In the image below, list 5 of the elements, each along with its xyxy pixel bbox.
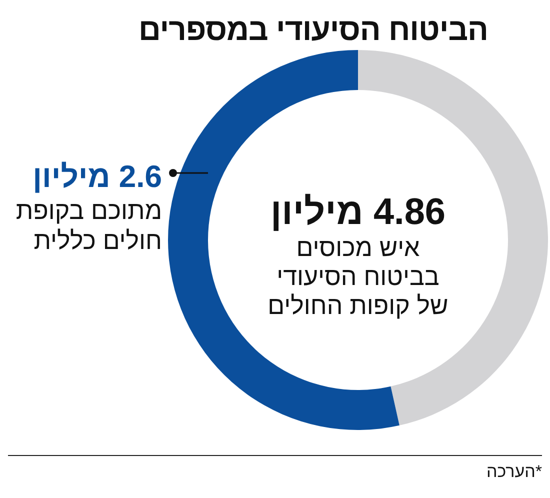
text: 4.86 מיליון איש מכוסים בביטוח הסיעודי של קופות החולים bbox=[266, 190, 450, 321]
chart-title: הביטוח הסיעודי במספרים bbox=[138, 12, 488, 48]
data-label: 2.6 מיליון bbox=[32, 158, 162, 196]
slice-label: מתוכם בקופת חולים כללית bbox=[16, 197, 162, 255]
text: *הערכה bbox=[486, 462, 542, 482]
